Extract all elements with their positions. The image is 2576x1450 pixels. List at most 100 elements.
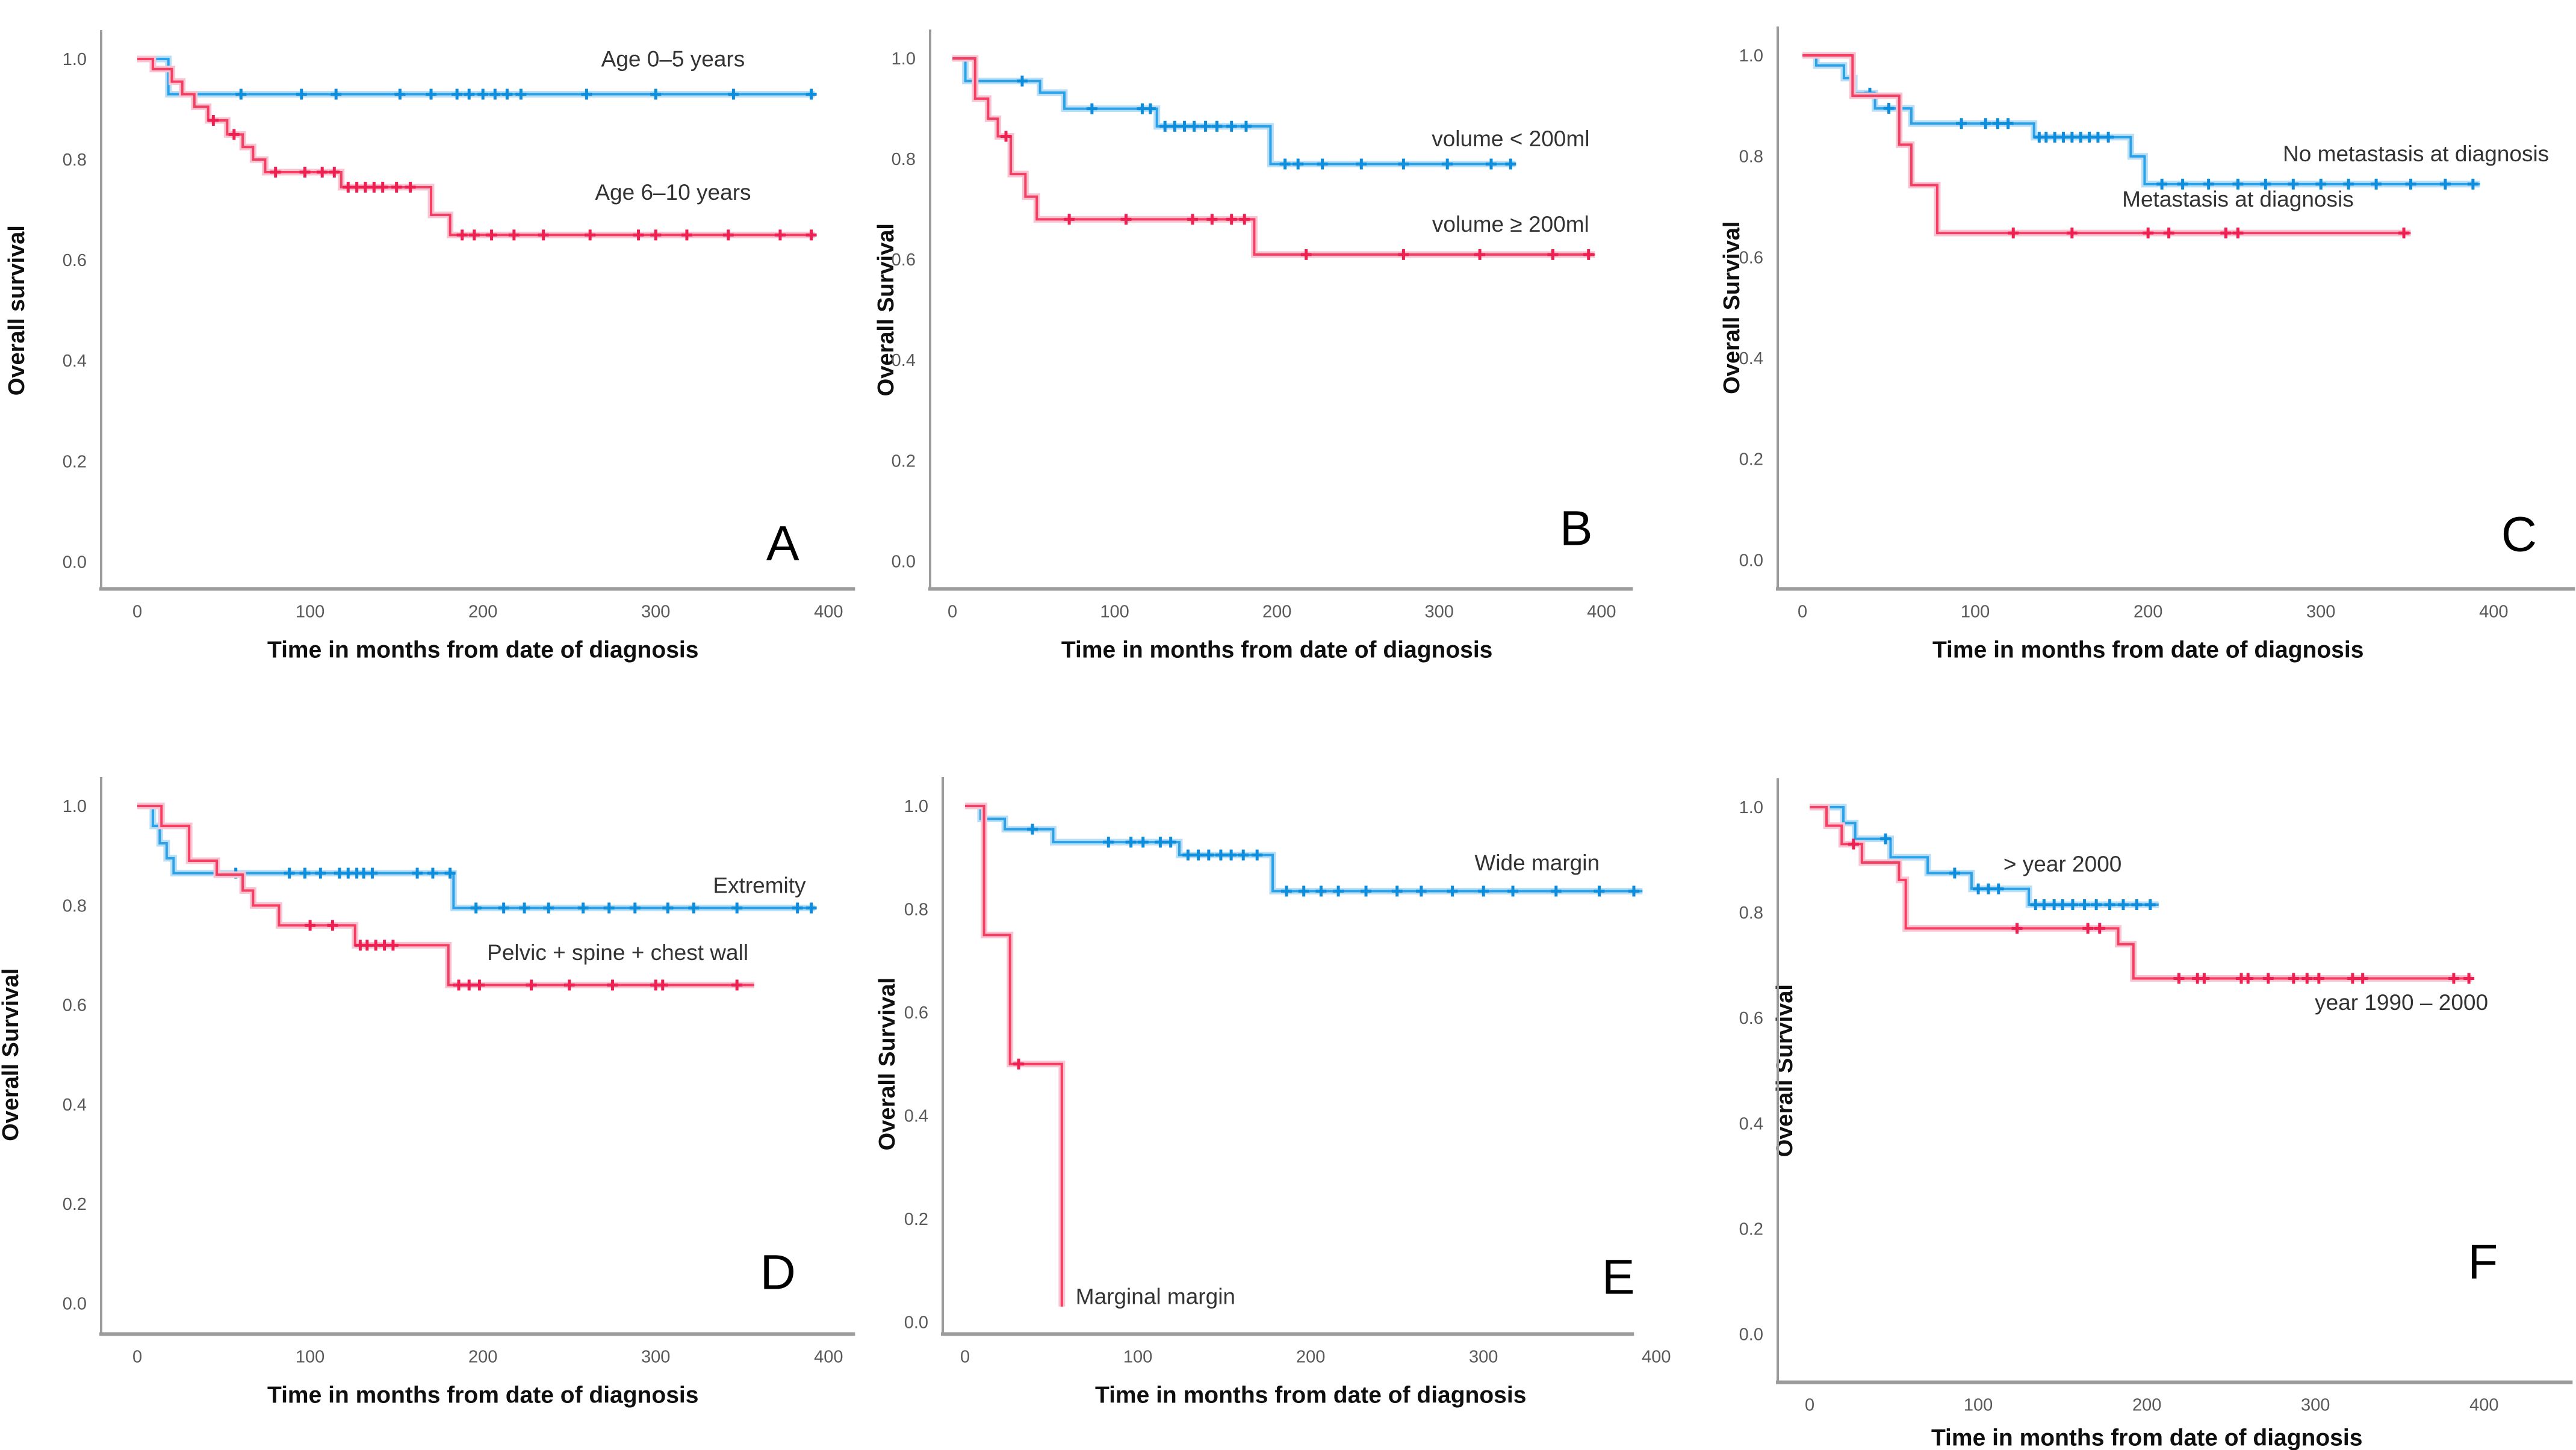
panel-a: Overall survival Time in months from dat… [0, 0, 858, 725]
series-label: No metastasis at diagnosis [2283, 141, 2549, 166]
censor-marks [1027, 823, 1640, 897]
x-tick-label: 300 [2301, 1395, 2330, 1414]
y-axis-title: Overall Survival [874, 223, 899, 396]
panel-f-plot: Overall Survival Time in months from dat… [1739, 778, 2572, 1450]
x-tick-label: 300 [1469, 1347, 1498, 1366]
y-tick-label: 0.6 [63, 251, 87, 270]
x-tick-label: 400 [814, 1347, 843, 1366]
panel-letter: D [760, 1245, 796, 1300]
survival-curve-halo [952, 55, 1516, 167]
y-tick-label: 0.0 [1739, 551, 1763, 570]
y-tick-label: 0.0 [904, 1313, 928, 1332]
panel-e: Overall Survival Time in months from dat… [858, 725, 1717, 1450]
x-tick-label: 0 [1805, 1395, 1814, 1414]
censor-marks [1848, 838, 2474, 984]
y-tick-label: 0.8 [1739, 147, 1763, 167]
x-tick-label: 200 [2132, 1395, 2161, 1414]
survival-curve [952, 57, 1595, 256]
panel-e-plot: Overall Survival Time in months from dat… [875, 776, 1671, 1408]
y-tick-label: 0.6 [904, 1003, 928, 1022]
survival-curve [965, 804, 1643, 893]
survival-curve [137, 804, 815, 909]
x-tick-label: 400 [1642, 1347, 1671, 1366]
y-tick-label: 0.2 [904, 1209, 928, 1228]
x-axis-title: Time in months from date of diagnosis [267, 1382, 698, 1408]
y-tick-label: 0.2 [1739, 1219, 1763, 1239]
y-tick-label: 0.0 [892, 552, 916, 571]
y-tick-label: 0.4 [63, 1095, 87, 1114]
censor-marks [305, 919, 743, 991]
y-tick-label: 0.2 [1739, 450, 1763, 469]
x-tick-label: 200 [2134, 602, 2162, 621]
censor-marks [1001, 131, 1595, 260]
series-label: Metastasis at diagnosis [2122, 187, 2354, 212]
x-tick-label: 100 [1123, 1347, 1152, 1366]
y-axis-title: Overall Survival [875, 978, 900, 1150]
x-tick-label: 200 [1296, 1347, 1325, 1366]
panel-c-plot: Overall Survival Time in months from dat… [1719, 26, 2575, 663]
x-tick-label: 100 [296, 1347, 324, 1366]
y-axis-title: Overall survival [4, 225, 29, 395]
panel-c: Overall Survival Time in months from dat… [1718, 0, 2576, 725]
y-tick-label: 0.6 [1739, 1009, 1763, 1028]
y-axis-title: Overall Survival [1772, 984, 1798, 1157]
x-axis-title: Time in months from date of diagnosis [1931, 1425, 2362, 1450]
panel-letter: A [766, 516, 799, 571]
y-tick-label: 0.4 [904, 1106, 928, 1126]
y-axis-title: Overall Survival [0, 968, 23, 1141]
x-tick-label: 200 [1262, 602, 1291, 621]
x-tick-label: 0 [132, 602, 142, 621]
y-tick-label: 0.8 [892, 150, 916, 169]
panel-b-plot: Overall Survival Time in months from dat… [874, 29, 1633, 663]
y-tick-label: 0.6 [892, 250, 916, 270]
x-axis-title: Time in months from date of diagnosis [1095, 1382, 1526, 1408]
x-tick-label: 200 [468, 1347, 497, 1366]
y-tick-label: 1.0 [892, 49, 916, 69]
y-tick-label: 0.0 [63, 1294, 87, 1313]
panel-f: Overall Survival Time in months from dat… [1718, 725, 2576, 1450]
survival-curve [1802, 54, 2411, 235]
panel-letter: C [2501, 507, 2536, 562]
y-tick-label: 0.2 [63, 1195, 87, 1214]
survival-curve [1809, 805, 2159, 906]
x-tick-label: 300 [1425, 602, 1454, 621]
series-label: > year 2000 [2003, 851, 2121, 876]
x-tick-label: 100 [1964, 1395, 1993, 1414]
x-tick-label: 400 [1587, 602, 1616, 621]
censor-marks [1017, 75, 1516, 170]
censor-marks [235, 88, 817, 100]
y-tick-label: 0.8 [63, 150, 87, 170]
y-tick-label: 0.6 [1739, 248, 1763, 267]
y-tick-label: 1.0 [63, 797, 87, 816]
survival-curve [952, 57, 1516, 166]
x-axis-title: Time in months from date of diagnosis [1932, 637, 2363, 663]
censor-marks [208, 114, 817, 241]
y-tick-label: 0.8 [1739, 903, 1763, 923]
y-tick-label: 1.0 [1739, 46, 1763, 66]
y-axis-title: Overall Survival [1719, 222, 1745, 394]
survival-curve-halo [965, 802, 1643, 894]
panel-b: Overall Survival Time in months from dat… [858, 0, 1717, 725]
x-tick-label: 400 [2479, 602, 2508, 621]
series-label: volume < 200ml [1432, 126, 1590, 151]
panel-d-plot: Overall Survival Time in months from dat… [0, 776, 855, 1408]
survival-curve-halo [137, 55, 815, 238]
y-tick-label: 0.4 [892, 351, 916, 370]
panel-letter: E [1602, 1250, 1635, 1304]
survival-curve-halo [965, 802, 1066, 1307]
panel-a-plot: Overall survival Time in months from dat… [4, 30, 855, 663]
y-tick-label: 0.8 [904, 900, 928, 919]
censor-marks [2007, 228, 2409, 239]
x-tick-label: 0 [948, 602, 957, 621]
censor-marks [1879, 833, 2156, 910]
survival-curve [965, 804, 1064, 1307]
series-label: Wide margin [1475, 850, 1600, 875]
y-tick-label: 0.4 [1739, 349, 1763, 368]
y-tick-label: 0.0 [63, 553, 87, 572]
series-label: year 1990 – 2000 [2315, 990, 2488, 1015]
panel-letter: F [2468, 1235, 2498, 1289]
y-tick-label: 0.2 [63, 452, 87, 471]
series-label: Age 6–10 years [595, 180, 751, 205]
x-axis-title: Time in months from date of diagnosis [267, 637, 698, 663]
